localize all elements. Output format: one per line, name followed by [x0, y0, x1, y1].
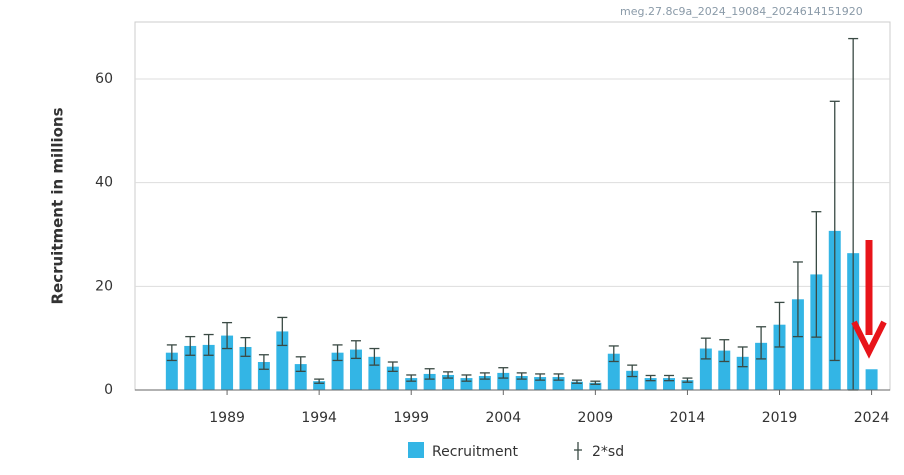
x-tick-label: 1994: [301, 410, 337, 426]
error-bar: [424, 368, 435, 380]
bar: [276, 331, 289, 390]
y-axis-label: Recruitment in millions: [49, 107, 67, 304]
bar: [331, 352, 344, 390]
error-bar: [811, 211, 822, 338]
bar: [570, 381, 583, 390]
error-bar: [369, 347, 380, 366]
bar: [221, 335, 234, 390]
error-bar: [443, 371, 454, 379]
bar: [294, 364, 307, 390]
bar: [699, 348, 712, 390]
error-bar: [682, 377, 693, 383]
error-bar: [387, 361, 398, 372]
y-tick-label: 40: [95, 175, 113, 191]
bar: [165, 352, 178, 390]
error-bar: [332, 344, 343, 362]
bar: [184, 345, 197, 390]
error-bar: [700, 337, 711, 360]
error-bar: [737, 346, 748, 368]
error-bar: [203, 333, 214, 356]
error-bar: [479, 372, 490, 380]
error-bar: [166, 344, 177, 362]
y-tick-label: 60: [95, 71, 113, 87]
legend-swatch: [408, 442, 424, 458]
bar: [773, 324, 786, 390]
error-bar: [277, 316, 288, 347]
error-bar: [498, 367, 509, 379]
error-bar: [314, 378, 325, 384]
bar: [423, 373, 436, 390]
bar: [239, 346, 252, 390]
bar: [497, 372, 510, 390]
bar: [552, 377, 565, 390]
bar: [386, 366, 399, 390]
x-tick-label: 2004: [485, 410, 521, 426]
bar: [534, 377, 547, 390]
error-bar: [516, 372, 527, 380]
bar: [349, 349, 362, 390]
annotation-arrow: [851, 240, 887, 359]
error-bar: [590, 380, 601, 385]
bar: [405, 378, 418, 390]
x-tick-label: 2019: [762, 410, 798, 426]
error-bar: [553, 373, 564, 381]
error-bar: [608, 345, 619, 363]
y-tick-label: 0: [104, 382, 113, 398]
bar: [865, 369, 878, 390]
legend-label: 2*sd: [592, 444, 624, 460]
error-bar: [719, 339, 730, 363]
legend-label: Recruitment: [432, 444, 519, 460]
bar: [257, 362, 270, 390]
bar: [607, 353, 620, 390]
bar: [478, 376, 491, 390]
y-tick-label: 20: [95, 278, 113, 294]
x-tick-label: 1989: [209, 410, 245, 426]
bar: [589, 382, 602, 390]
error-bar: [664, 374, 675, 382]
error-bar: [792, 261, 803, 338]
bar: [718, 350, 731, 390]
error-bar: [627, 364, 638, 378]
error-bar: [829, 100, 840, 362]
x-tick-label: 2014: [670, 410, 706, 426]
x-tick-label: 1999: [393, 410, 429, 426]
error-bar: [240, 337, 251, 357]
error-bar: [571, 379, 582, 384]
bar: [755, 342, 768, 390]
error-bar: [461, 374, 472, 382]
bar: [663, 378, 676, 390]
error-bar: [406, 374, 417, 382]
error-bar: [756, 326, 767, 360]
bar: [626, 370, 639, 390]
bar: [644, 378, 657, 390]
error-bar: [645, 374, 656, 382]
error-bar: [185, 335, 196, 356]
watermark: meg.27.8c9a_2024_19084_2024614151920: [620, 5, 863, 18]
bar: [202, 344, 215, 390]
x-tick-label: 2009: [578, 410, 614, 426]
bar: [313, 381, 326, 390]
error-bar: [774, 301, 785, 348]
error-bar: [535, 373, 546, 381]
bar: [460, 378, 473, 390]
legend-error-symbol: [574, 442, 582, 460]
x-tick-label: 2024: [854, 410, 890, 426]
bar: [791, 299, 804, 390]
bar: [368, 356, 381, 390]
error-bar: [295, 356, 306, 372]
bar: [442, 374, 455, 390]
error-bar: [222, 321, 233, 350]
error-bar: [258, 354, 269, 370]
bar: [515, 376, 528, 390]
error-bar: [350, 340, 361, 360]
bar: [736, 356, 749, 390]
bar: [681, 380, 694, 390]
